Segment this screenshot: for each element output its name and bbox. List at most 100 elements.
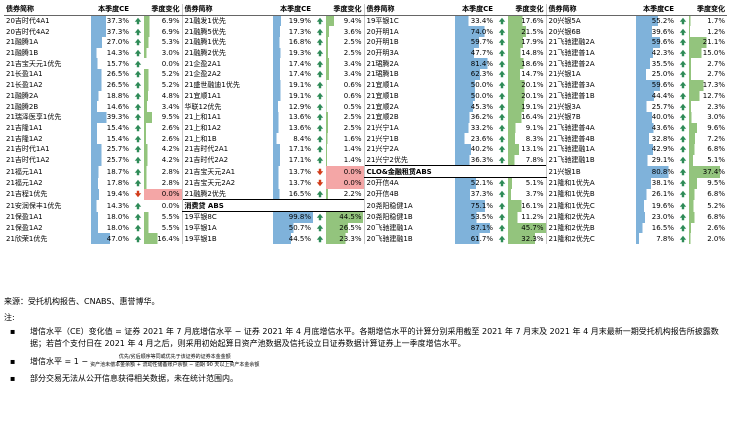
ce-value: 14.3%: [91, 199, 131, 212]
bond-name: 21隆和2优先B: [545, 222, 636, 234]
ce-change-value: 12.7%: [689, 90, 727, 102]
bond-name: 21保盈1A2: [6, 224, 43, 233]
table-row: 21长盈1A1 26.5% 5.2% 21企盈2A2 17.4% 3.4% 21珺腾1B 62…: [4, 69, 727, 80]
note-text: 部分交易无法从公开信息获得相关数据，未在统计范围内。: [30, 374, 238, 383]
bond-name: 21吉时代2A2: [181, 154, 273, 166]
arrow-up-icon: [313, 58, 326, 69]
bond-name: 21飞驰建融1A: [545, 143, 636, 155]
table-header-row: 债券简称 本季度CE 季度变化 债券简称 本季度CE 季度变化 债券简称 本季度CE 季度变化债…: [4, 4, 727, 16]
note-text: 增信水平（CE）变化值 = 证券 2021 年 7 月底增信水平 − 证券 20…: [30, 327, 719, 348]
ce-change-value: 0.5%: [326, 101, 364, 112]
arrow-down-icon: [313, 166, 326, 178]
ce-value: 38.1%: [636, 177, 676, 189]
ce-change-value: 44.5%: [326, 211, 364, 223]
ce-value: 19.6%: [636, 199, 676, 212]
table-row: 21融腾1B 14.3% 3.0% 21融腾2优先 19.3% 2.5% 20开明3A 47.…: [4, 47, 727, 59]
table-row: 21融腾2B 14.6% 3.4% 华联12优先 12.9% 0.5% 21宜顺2A 45.3…: [4, 101, 727, 112]
header-name: 债券简称: [4, 4, 91, 16]
bond-name: 21吉时代2A1: [181, 143, 273, 155]
table-row: 21长盈1A2 26.5% 5.2% 21盛世融迪1优先 19.1% 0.6% 21宜顺1A…: [4, 79, 727, 91]
ce-value: 13.7%: [273, 165, 313, 178]
header-change: 季度变化: [508, 4, 546, 16]
bond-name: 21融腾1B: [6, 49, 39, 58]
arrow-up-icon: [676, 101, 689, 112]
arrow-up-icon: [495, 200, 508, 212]
arrow-up-icon: [131, 80, 144, 91]
ce-change-value: 0.0%: [144, 188, 182, 200]
arrow-up-icon: [131, 166, 144, 178]
ce-value: 47.7%: [455, 47, 495, 59]
ce-value: 17.4%: [273, 58, 313, 70]
formula-label: 增信水平 = 1 −: [30, 356, 89, 366]
ce-value: 74.0%: [455, 26, 495, 38]
ce-change-value: 20.1%: [508, 79, 546, 91]
ce-change-value: 5.5%: [144, 222, 182, 234]
ce-change-value: 0.0%: [326, 177, 364, 189]
ce-value: 33.2%: [455, 122, 495, 134]
ce-change-value: 26.5%: [326, 222, 364, 234]
ce-value: 59.6%: [636, 79, 676, 91]
ce-change-value: 17.6%: [508, 15, 546, 27]
bond-name: 21保盈1A1: [6, 213, 43, 222]
ce-value: 8.4%: [273, 133, 313, 144]
ce-change-value: 3.0%: [689, 111, 727, 123]
bullet-marker: ▪: [10, 327, 16, 336]
arrow-up-icon: [313, 133, 326, 144]
arrow-up-icon: [495, 80, 508, 91]
bond-name: 21盛世融迪1优先: [181, 79, 273, 91]
bond-name: 21隆和1优先B: [545, 188, 636, 200]
ce-change-value: 3.0%: [144, 47, 182, 59]
ce-value: 17.1%: [273, 143, 313, 155]
ce-change-value: 6.9%: [144, 15, 182, 27]
arrow-up-icon: [495, 26, 508, 37]
header-name: 债券简称: [545, 4, 636, 16]
ce-value: 37.3%: [91, 15, 131, 27]
ce-value: 42.9%: [636, 143, 676, 155]
ce-value: 7.8%: [636, 233, 676, 245]
bond-name: 21飞驰建普1B: [545, 90, 636, 102]
ce-change-value: 6.8%: [689, 143, 727, 155]
bond-name: 19平银1C: [363, 15, 455, 27]
arrow-up-icon: [131, 37, 144, 48]
arrow-up-icon: [495, 233, 508, 244]
arrow-up-icon: [676, 123, 689, 134]
bond-name: 19平银1A: [181, 222, 273, 234]
table-row: 21保盈1A2 18.0% 5.5% 19平银1A 50.7% 26.5% 20飞驰建融1A…: [4, 222, 727, 234]
bond-name: 21隆和2优先A: [545, 211, 636, 223]
ce-value: 55.2%: [636, 15, 676, 27]
bond-name: 21融腾5优先: [181, 26, 273, 38]
arrow-up-icon: [676, 189, 689, 200]
arrow-up-icon: [495, 112, 508, 123]
ce-value: 19.4%: [91, 188, 131, 200]
arrow-up-icon: [131, 178, 144, 189]
ce-value: 14.6%: [91, 101, 131, 112]
arrow-up-icon: [676, 112, 689, 123]
ce-value: 26.5%: [91, 69, 131, 80]
arrow-up-icon: [676, 166, 689, 178]
bond-name: 20尧阳稳健1B: [363, 211, 455, 223]
bond-name: 21隆和1优先A: [545, 177, 636, 189]
note-bullet-ce-definition: ▪ 增信水平（CE）变化值 = 证券 2021 年 7 月底增信水平 − 证券 …: [4, 326, 726, 350]
formula-numerator: 优先/劣后顺序等同或优先于该证券的证券本金金额: [116, 354, 233, 362]
ce-value: 15.4%: [91, 133, 131, 144]
ce-change-value: 1.6%: [326, 133, 364, 144]
ce-change-value: 17.3%: [689, 79, 727, 91]
bond-name: 21上和1A2: [181, 122, 273, 134]
ce-change-value: 9.1%: [508, 122, 546, 134]
ce-change-value: 9.5%: [689, 177, 727, 189]
bond-name: 21融腾1优先: [181, 37, 273, 48]
ce-value: 17.4%: [273, 69, 313, 80]
ce-value: 36.2%: [455, 111, 495, 123]
bond-name: 21兴银1A: [545, 69, 636, 80]
arrow-up-icon: [131, 91, 144, 102]
ce-change-value: 9.5%: [144, 111, 182, 123]
ce-change-value: 2.5%: [326, 122, 364, 134]
notes-section: 来源：受托机构报告、CNABS、惠誉博华。 注: ▪ 增信水平（CE）变化值 =…: [4, 296, 726, 387]
bond-name: 21兴宁1B: [363, 133, 455, 144]
arrow-up-icon: [495, 15, 508, 26]
source-line: 来源：受托机构报告、CNABS、惠誉博华。: [4, 297, 160, 306]
ce-value: 75.1%: [455, 199, 495, 212]
ce-value: 18.0%: [91, 211, 131, 223]
ce-change-value: 0.0%: [144, 58, 182, 70]
arrow-up-icon: [313, 48, 326, 59]
